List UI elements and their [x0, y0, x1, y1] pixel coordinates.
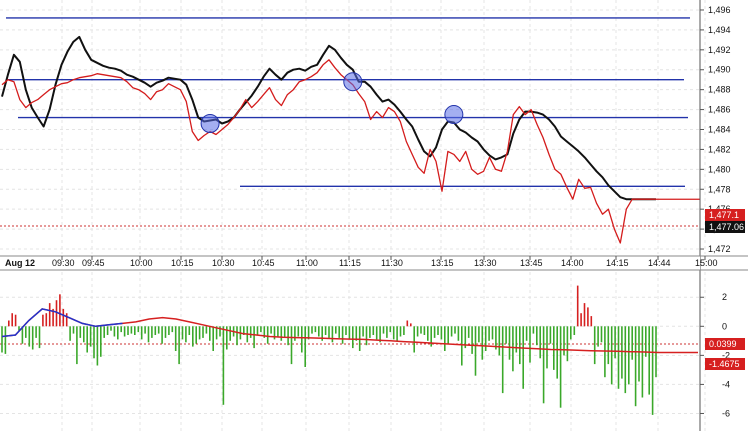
indicator-y-tick-label: -6: [722, 408, 730, 418]
price-y-tick-label: 1,482: [708, 144, 731, 154]
x-tick-label: 13:15: [431, 258, 454, 268]
price-y-tick-label: 1,472: [708, 244, 731, 254]
price-series-red-line: [1, 59, 656, 244]
indicator-y-tick-label: 2: [722, 292, 727, 302]
x-tick-label: 11:30: [381, 258, 403, 268]
indicator-y-tick-label: -4: [722, 379, 730, 389]
price-last-label-red-text: 1,477.1: [709, 210, 739, 220]
x-tick-label: 15:00: [695, 258, 718, 268]
price-y-tick-label: 1,480: [708, 164, 731, 174]
price-y-tick-label: 1,478: [708, 184, 731, 194]
price-y-tick-label: 1,494: [708, 25, 731, 35]
price-panel: [0, 0, 700, 256]
price-y-tick-label: 1,486: [708, 105, 731, 115]
marked-point-circle: [200, 114, 220, 134]
indicator-y-tick-label: 0: [722, 321, 727, 331]
indicator-bars: [1, 285, 657, 415]
price-last-label-black-text: 1,477.06: [709, 222, 744, 232]
x-tick-label: 09:45: [82, 258, 105, 268]
indicator-gridlines: [0, 272, 706, 431]
price-y-tick-label: 1,488: [708, 85, 731, 95]
x-tick-label: 10:45: [252, 258, 275, 268]
x-tick-label: 14:15: [606, 258, 629, 268]
x-tick-label: 13:30: [474, 258, 497, 268]
x-tick-label: 14:44: [648, 258, 671, 268]
price-gridlines: [0, 0, 706, 254]
indicator-y-tick-label: -2: [722, 350, 730, 360]
price-y-tick-label: 1,492: [708, 45, 731, 55]
indicator-last-label-2: -1.4675: [705, 358, 745, 370]
indicator-last-label-1: 0.0399: [705, 338, 745, 350]
indicator-line-blue-segment: [1, 308, 123, 338]
price-y-tick-label: 1,484: [708, 125, 731, 135]
marked-point-circle: [343, 72, 363, 92]
price-last-label-red: 1,477.1: [705, 209, 745, 221]
x-tick-label: 09:30: [52, 258, 75, 268]
price-y-tick-label: 1,490: [708, 65, 731, 75]
x-tick-label: 10:30: [212, 258, 235, 268]
price-last-label-black: 1,477.06: [705, 221, 745, 233]
price-y-tick-label: 1,496: [708, 5, 731, 15]
x-tick-label: 11:00: [296, 258, 318, 268]
x-tick-label: 10:00: [130, 258, 153, 268]
date-label: Aug 12: [5, 258, 35, 268]
marked-points: [200, 72, 464, 134]
price-series-group: [1, 35, 700, 244]
x-tick-label: 14:00: [561, 258, 584, 268]
x-tick-label: 11:15: [339, 258, 361, 268]
indicator-y-ticks: 2 0 -2 -4 -6: [700, 292, 730, 418]
x-tick-label: 13:45: [520, 258, 543, 268]
price-series-black-line: [1, 35, 656, 201]
marked-point-circle: [444, 105, 464, 125]
x-tick-label: 10:15: [171, 258, 194, 268]
indicator-last-label-2-text: -1.4675: [709, 359, 740, 369]
time-axis: [0, 256, 700, 270]
indicator-last-label-1-text: 0.0399: [709, 339, 737, 349]
x-tick-labels: 09:30 09:45 10:00 10:15 10:30 10:45 11:00 11:15…: [52, 256, 718, 268]
